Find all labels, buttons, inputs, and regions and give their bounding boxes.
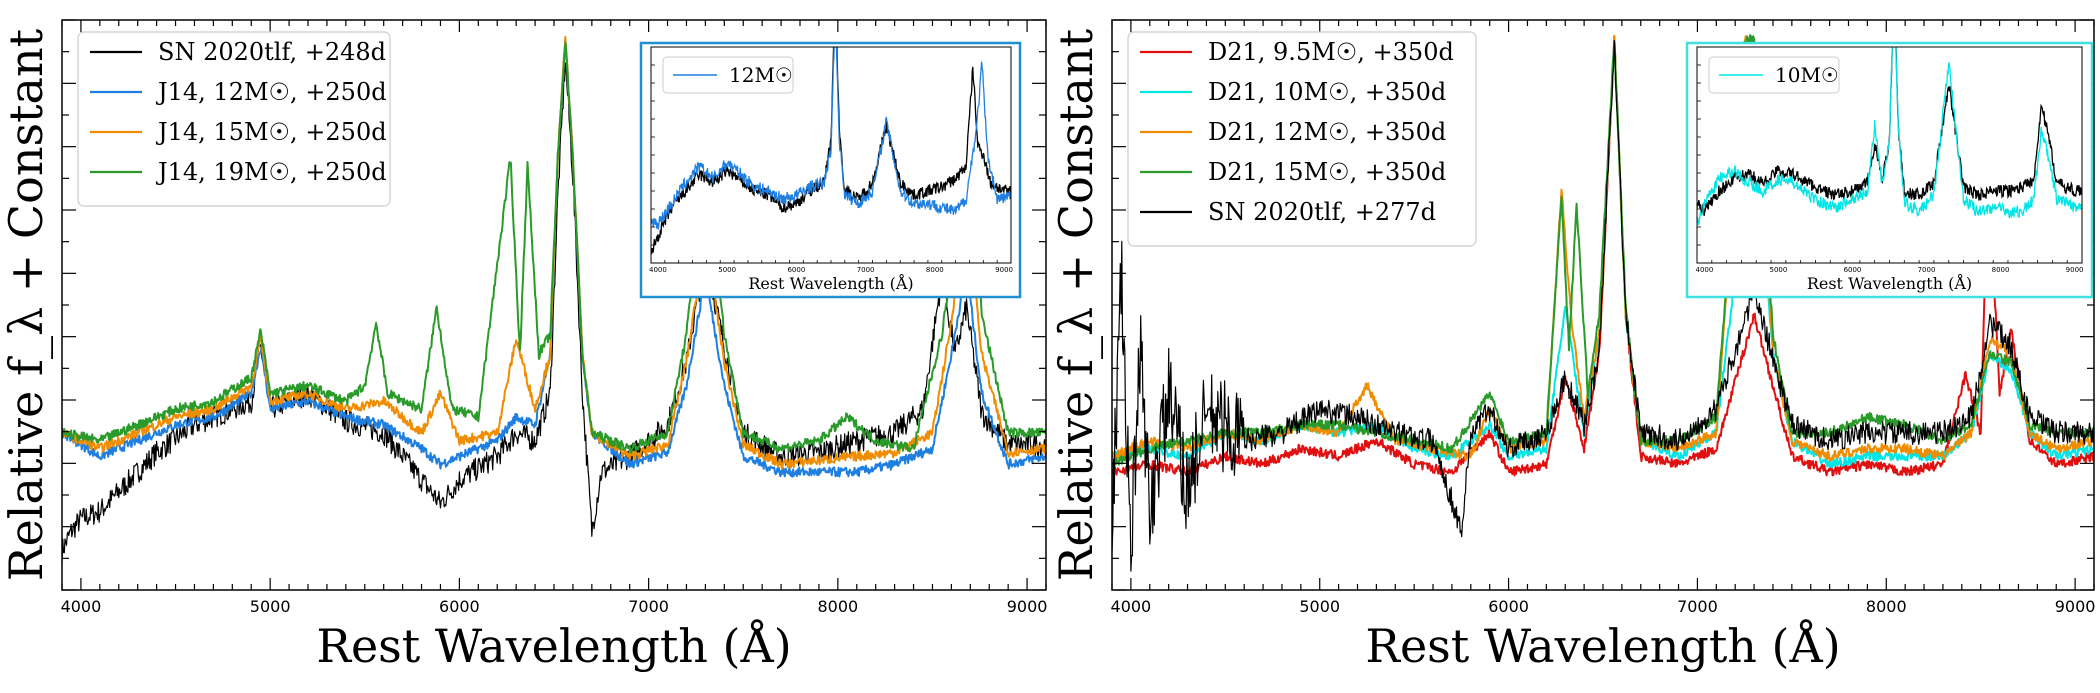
inset-x-tick-label: 5000: [718, 266, 736, 274]
inset-chart: 4000 5000 6000 7000 8000 9000 Rest Wavelength …: [639, 41, 1022, 299]
inset-x-tick-label: 9000: [2066, 266, 2084, 274]
x-tick-label: 8000: [817, 597, 858, 616]
legend-frame: [1127, 31, 1477, 247]
x-tick-label: 5000: [250, 597, 291, 616]
legend-entry: J14, 19M☉, +250d: [155, 158, 387, 186]
inset-series-line: [1697, 47, 2082, 226]
x-tick-label: 7000: [1677, 597, 1718, 616]
inset-x-tick-label: 8000: [926, 266, 944, 274]
series-group: [1112, 34, 2094, 572]
x-tick-label: 7000: [628, 597, 669, 616]
x-tick-label: 9000: [1007, 597, 1048, 616]
series-line: [1112, 34, 2094, 468]
inset-chart: 4000 5000 6000 7000 8000 9000 Rest Wavelength …: [1685, 41, 2094, 299]
inset-x-tick-label: 7000: [1918, 266, 1936, 274]
inset-x-axis-label: Rest Wavelength (Å): [1807, 273, 1972, 293]
inset-x-tick-label: 6000: [1844, 266, 1862, 274]
chart-panel-left: 4000 5000 6000 7000 8000 9000 Rest Wavelength …: [0, 19, 1048, 673]
x-axis-label: Rest Wavelength (Å): [1365, 618, 1840, 673]
legend-entry: J14, 15M☉, +250d: [155, 118, 387, 146]
series-line: [62, 42, 1046, 454]
x-tick-label: 8000: [1866, 597, 1907, 616]
x-tick-label: 4000: [1111, 597, 1152, 616]
legend-entry: SN 2020tlf, +277d: [1208, 198, 1436, 226]
x-axis-label: Rest Wavelength (Å): [316, 618, 791, 673]
inset-x-tick-label: 8000: [1992, 266, 2010, 274]
series-line: [1112, 40, 2094, 572]
legend-entry: SN 2020tlf, +248d: [158, 38, 386, 66]
inset-x-tick-label: 7000: [857, 266, 875, 274]
legend: D21, 9.5M☉, +350d D21, 10M☉, +350d D21, 12…: [1127, 31, 1477, 247]
inset-x-tick-label: 4000: [1695, 266, 1713, 274]
x-tick-label: 5000: [1299, 597, 1340, 616]
legend-frame: [77, 31, 391, 207]
x-tick-label: 6000: [439, 597, 480, 616]
inset-x-tick-label: 5000: [1770, 266, 1788, 274]
inset-x-tick-label: 6000: [787, 266, 805, 274]
inset-series-group: [651, 47, 1011, 255]
legend: SN 2020tlf, +248d J14, 12M☉, +250d J14, 15…: [77, 31, 391, 207]
inset-series-line: [651, 47, 1011, 230]
inset-legend-frame: [662, 56, 794, 94]
inset-legend-entry: 10M☉: [1775, 63, 1839, 87]
x-tick-label: 4000: [61, 597, 102, 616]
x-tick-label: 9000: [2055, 597, 2096, 616]
inset-legend-frame: [1708, 56, 1840, 94]
legend-entry: D21, 12M☉, +350d: [1208, 118, 1446, 146]
y-axis-label: Relative f_λ + Constant: [0, 28, 53, 581]
x-tick-label: 6000: [1488, 597, 1529, 616]
inset-x-axis-label: Rest Wavelength (Å): [748, 273, 913, 293]
chart-panel-right: 4000 5000 6000 7000 8000 9000 Rest Wavelength …: [1049, 19, 2096, 673]
legend-entry: D21, 9.5M☉, +350d: [1208, 38, 1454, 66]
legend-entry: J14, 12M☉, +250d: [155, 78, 387, 106]
inset-series-group: [1697, 47, 2082, 226]
series-group: [62, 35, 1046, 563]
legend-entry: D21, 10M☉, +350d: [1208, 78, 1446, 106]
inset-x-tick-label: 9000: [995, 266, 1013, 274]
legend-entry: D21, 15M☉, +350d: [1208, 158, 1446, 186]
inset-legend-entry: 12M☉: [729, 63, 793, 87]
y-axis-label: Relative f_λ + Constant: [1049, 28, 1103, 581]
inset-x-tick-label: 4000: [649, 266, 667, 274]
